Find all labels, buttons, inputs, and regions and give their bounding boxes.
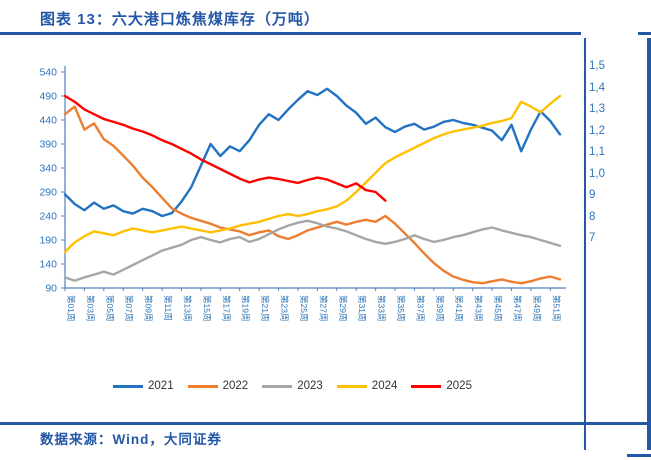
legend-item-2023: 2023 (262, 380, 323, 392)
svg-text:第51周: 第51周 (551, 295, 561, 321)
header-rule (0, 32, 581, 35)
adjacent-axis-label: 1,5 (589, 60, 605, 72)
svg-text:第07周: 第07周 (124, 295, 134, 321)
adjacent-axis-label: 9 (589, 189, 596, 201)
svg-text:第45周: 第45周 (493, 295, 503, 321)
svg-text:第29周: 第29周 (338, 295, 348, 321)
bottom-right-rule (627, 454, 651, 457)
svg-text:第41周: 第41周 (454, 295, 464, 321)
column-divider (584, 38, 586, 450)
svg-text:540: 540 (39, 67, 57, 79)
svg-text:第17周: 第17周 (221, 295, 231, 321)
adjacent-chart-fragment: 1,5 1,4 1,3 1,2 1,1 1,0 9 8 7 (589, 56, 645, 256)
adjacent-axis-label: 8 (589, 210, 596, 223)
chart-canvas: 90 140 190 240 290 340 390 440 490 540 第01周 第03周 第05… (39, 66, 566, 321)
right-edge-rule (647, 38, 651, 450)
legend-label-2025: 2025 (446, 380, 472, 392)
adjacent-axis-label: 1,3 (589, 103, 605, 115)
svg-text:第49周: 第49周 (532, 295, 542, 321)
legend-item-2021: 2021 (113, 380, 174, 392)
legend-label-2022: 2022 (222, 380, 249, 392)
source-note: 数据来源：Wind，大同证券 (40, 432, 222, 447)
legend-swatch-2021 (113, 384, 144, 388)
svg-text:第37周: 第37周 (415, 295, 425, 321)
figure-title: 图表 13：六大港口炼焦煤库存（万吨） (40, 11, 320, 28)
svg-text:490: 490 (39, 91, 57, 103)
legend-label-2021: 2021 (148, 380, 174, 392)
legend-swatch-2024 (336, 384, 367, 388)
svg-text:240: 240 (39, 211, 57, 223)
svg-text:第15周: 第15周 (202, 295, 212, 321)
svg-text:第23周: 第23周 (280, 295, 290, 321)
svg-text:140: 140 (39, 259, 57, 271)
svg-text:第35周: 第35周 (396, 295, 406, 321)
footer-rule (0, 422, 651, 425)
svg-text:第39周: 第39周 (435, 295, 445, 321)
adjacent-axis-label: 1,1 (589, 146, 605, 158)
legend-swatch-2025 (411, 384, 442, 388)
adjacent-axis-label: 1,2 (589, 124, 605, 137)
legend-item-2024: 2024 (336, 380, 398, 392)
svg-text:340: 340 (39, 163, 57, 175)
svg-text:440: 440 (39, 115, 57, 127)
svg-text:第47周: 第47周 (512, 295, 522, 321)
legend-item-2022: 2022 (187, 380, 249, 392)
svg-text:第03周: 第03周 (85, 295, 95, 321)
svg-text:第27周: 第27周 (318, 295, 328, 321)
adjacent-axis-label: 1,0 (589, 167, 605, 180)
header-rule-right-segment (638, 32, 651, 35)
legend-label-2024: 2024 (371, 380, 398, 392)
svg-text:第09周: 第09周 (144, 295, 154, 321)
svg-text:第05周: 第05周 (105, 295, 115, 321)
svg-text:第13周: 第13周 (182, 295, 192, 321)
svg-text:第21周: 第21周 (260, 295, 270, 321)
chart-legend: 2021 2022 2023 2024 2025 (0, 380, 585, 392)
svg-text:第25周: 第25周 (299, 295, 309, 321)
line-chart: 90 140 190 240 290 340 390 440 490 540 第01周 第03周 第05… (0, 38, 585, 368)
svg-text:190: 190 (39, 235, 57, 247)
svg-text:第33周: 第33周 (377, 295, 387, 321)
svg-text:390: 390 (39, 139, 57, 151)
svg-text:290: 290 (39, 187, 57, 199)
svg-text:第01周: 第01周 (66, 295, 76, 321)
adjacent-axis-label: 1,4 (589, 81, 605, 94)
legend-item-2025: 2025 (411, 380, 472, 392)
svg-text:第43周: 第43周 (474, 295, 484, 321)
svg-text:第19周: 第19周 (241, 295, 251, 321)
legend-label-2023: 2023 (297, 380, 323, 392)
adjacent-axis-label: 7 (589, 232, 596, 244)
legend-swatch-2023 (262, 384, 293, 388)
svg-text:第31周: 第31周 (357, 295, 367, 321)
svg-text:第11周: 第11周 (163, 295, 173, 321)
legend-swatch-2022 (187, 384, 218, 388)
svg-text:90: 90 (45, 283, 57, 295)
